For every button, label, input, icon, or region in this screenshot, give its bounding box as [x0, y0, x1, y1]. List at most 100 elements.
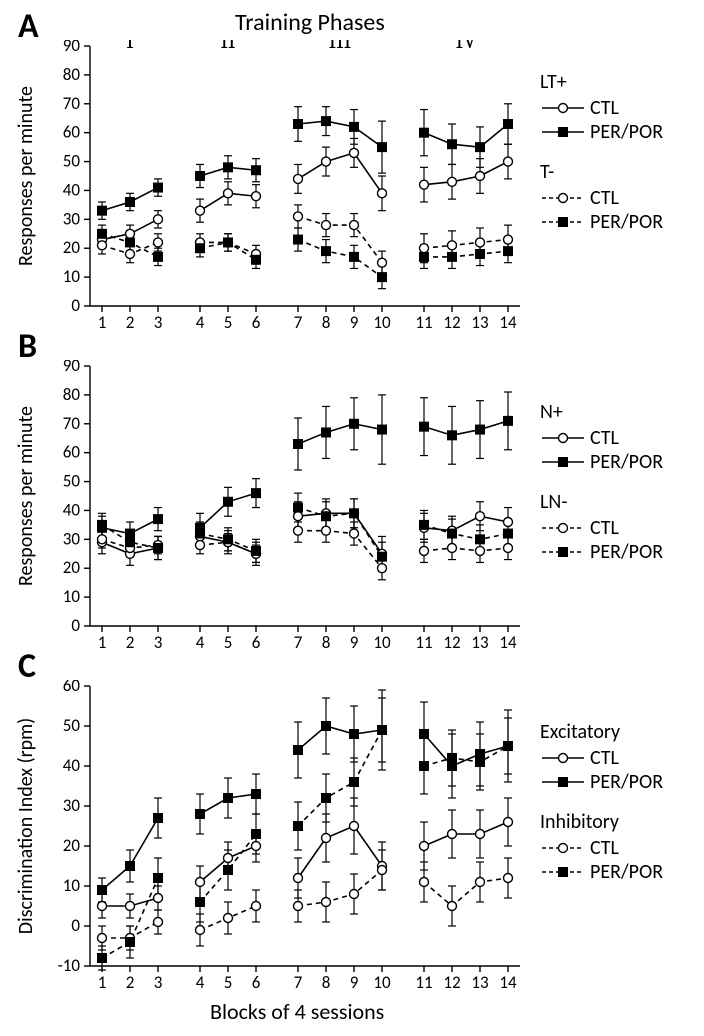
legend-c-inhibitory: InhibitoryCTLPER/POR	[540, 810, 663, 884]
svg-text:13: 13	[471, 972, 488, 993]
legend-swatch	[540, 748, 586, 768]
legend-swatch	[540, 542, 586, 562]
legend-b-n: N+CTLPER/POR	[540, 400, 663, 474]
svg-text:9: 9	[350, 972, 359, 993]
training-phases-title: Training Phases	[235, 8, 385, 37]
legend-item: PER/POR	[540, 210, 663, 234]
legend-item: CTL	[540, 186, 663, 210]
svg-text:60: 60	[63, 442, 81, 463]
svg-text:20: 20	[63, 237, 81, 258]
legend-swatch	[540, 212, 586, 232]
legend-swatch	[540, 862, 586, 882]
legend-title: LT+	[540, 70, 663, 94]
svg-text:20: 20	[63, 557, 81, 578]
svg-text:60: 60	[63, 122, 81, 143]
svg-text:10: 10	[373, 312, 391, 333]
svg-text:8: 8	[322, 632, 331, 653]
legend-label: CTL	[590, 426, 619, 450]
svg-text:90: 90	[63, 40, 81, 56]
legend-item: PER/POR	[540, 120, 663, 144]
legend-b-ln: LN-CTLPER/POR	[540, 490, 663, 564]
legend-label: CTL	[590, 186, 619, 210]
svg-text:40: 40	[63, 499, 81, 520]
svg-text:0: 0	[71, 295, 80, 316]
svg-text:13: 13	[471, 312, 488, 333]
svg-text:Discrimination Index (rpm): Discrimination Index (rpm)	[14, 718, 38, 934]
svg-text:14: 14	[499, 312, 517, 333]
svg-text:1: 1	[98, 312, 107, 333]
svg-text:70: 70	[63, 93, 81, 114]
svg-text:30: 30	[63, 795, 81, 816]
svg-text:0: 0	[71, 615, 80, 636]
svg-text:6: 6	[252, 632, 261, 653]
svg-text:7: 7	[294, 312, 303, 333]
legend-label: PER/POR	[590, 120, 663, 144]
svg-text:14: 14	[499, 972, 517, 993]
svg-text:11: 11	[415, 632, 432, 653]
legend-label: PER/POR	[590, 770, 663, 794]
legend-item: PER/POR	[540, 770, 663, 794]
legend-swatch	[540, 122, 586, 142]
svg-text:10: 10	[63, 586, 81, 607]
legend-label: CTL	[590, 96, 619, 120]
svg-text:3: 3	[154, 312, 163, 333]
legend-swatch	[540, 188, 586, 208]
legend-swatch	[540, 772, 586, 792]
legend-label: CTL	[590, 516, 619, 540]
svg-text:4: 4	[196, 312, 205, 333]
legend-item: CTL	[540, 96, 663, 120]
svg-text:6: 6	[252, 972, 261, 993]
legend-label: CTL	[590, 746, 619, 770]
svg-text:40: 40	[63, 755, 81, 776]
svg-text:I: I	[126, 40, 134, 54]
legend-label: PER/POR	[590, 540, 663, 564]
svg-text:40: 40	[63, 179, 81, 200]
legend-item: CTL	[540, 516, 663, 540]
svg-text:3: 3	[154, 632, 163, 653]
svg-text:8: 8	[322, 972, 331, 993]
svg-text:80: 80	[63, 384, 81, 405]
svg-text:30: 30	[63, 528, 81, 549]
svg-text:Responses per minute: Responses per minute	[14, 406, 38, 586]
legend-title: Inhibitory	[540, 810, 663, 834]
legend-swatch	[540, 428, 586, 448]
svg-text:1: 1	[98, 632, 107, 653]
svg-text:9: 9	[350, 312, 359, 333]
svg-text:6: 6	[252, 312, 261, 333]
legend-title: LN-	[540, 490, 663, 514]
legend-label: PER/POR	[590, 860, 663, 884]
svg-text:5: 5	[224, 312, 233, 333]
legend-c-excitatory: ExcitatoryCTLPER/POR	[540, 720, 663, 794]
svg-text:11: 11	[415, 312, 432, 333]
svg-text:13: 13	[471, 632, 488, 653]
svg-text:1: 1	[98, 972, 107, 993]
legend-title: Excitatory	[540, 720, 663, 744]
svg-text:4: 4	[196, 632, 205, 653]
svg-text:50: 50	[63, 715, 81, 736]
svg-text:11: 11	[415, 972, 432, 993]
legend-item: PER/POR	[540, 450, 663, 474]
svg-text:IV: IV	[456, 40, 478, 54]
svg-text:2: 2	[126, 312, 135, 333]
legend-label: CTL	[590, 836, 619, 860]
svg-text:30: 30	[63, 208, 81, 229]
svg-text:8: 8	[322, 312, 331, 333]
svg-text:10: 10	[63, 266, 81, 287]
svg-text:60: 60	[63, 680, 81, 696]
svg-text:4: 4	[196, 972, 205, 993]
legend-swatch	[540, 838, 586, 858]
svg-text:-10: -10	[58, 955, 81, 976]
legend-a-t: T-CTLPER/POR	[540, 160, 663, 234]
svg-text:2: 2	[126, 632, 135, 653]
svg-text:80: 80	[63, 64, 81, 85]
legend-item: PER/POR	[540, 540, 663, 564]
svg-text:III: III	[329, 40, 352, 54]
svg-text:Responses per minute: Responses per minute	[14, 86, 38, 266]
svg-text:II: II	[220, 40, 235, 54]
legend-item: PER/POR	[540, 860, 663, 884]
x-axis-label: Blocks of 4 sessions	[210, 998, 384, 1025]
legend-item: CTL	[540, 836, 663, 860]
svg-text:5: 5	[224, 972, 233, 993]
legend-swatch	[540, 518, 586, 538]
legend-title: T-	[540, 160, 663, 184]
